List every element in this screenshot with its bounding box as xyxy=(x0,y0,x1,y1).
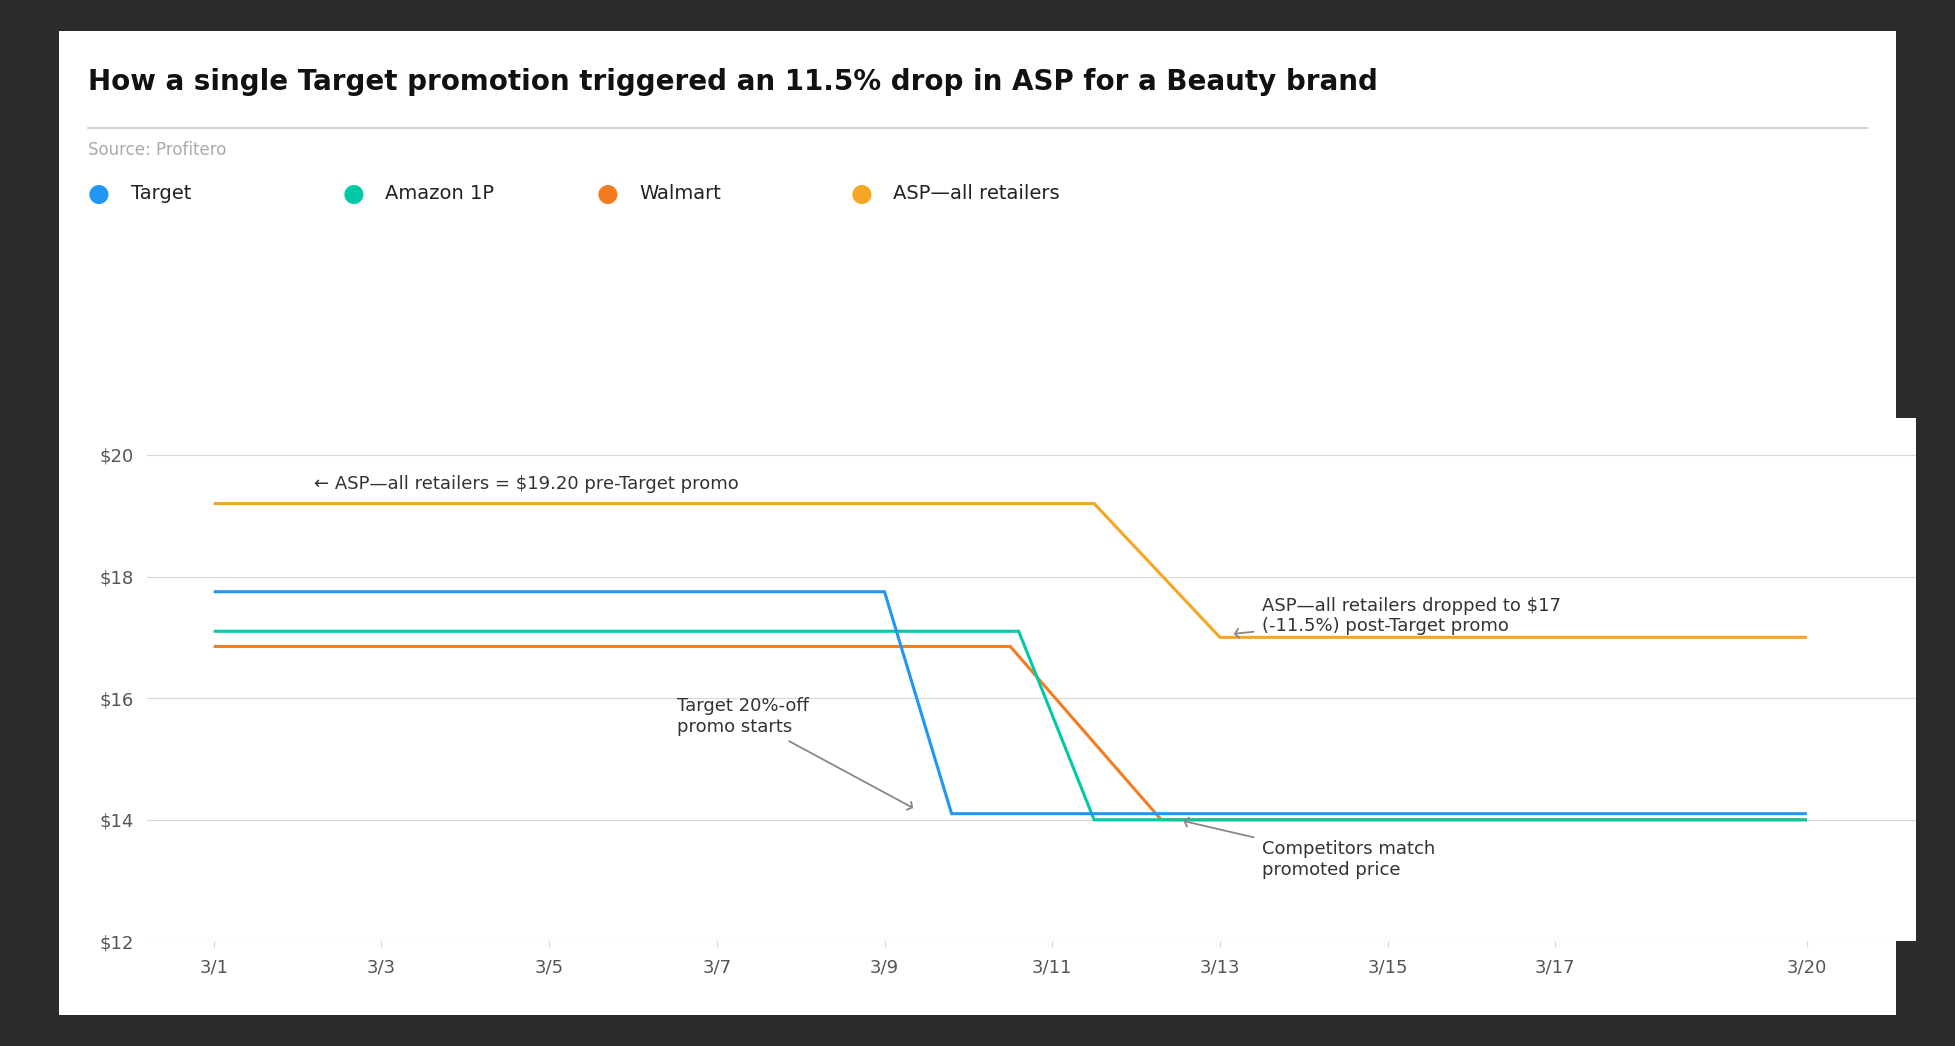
Text: ASP—all retailers: ASP—all retailers xyxy=(893,184,1060,203)
Text: ●: ● xyxy=(342,182,364,205)
Text: Source: Profitero: Source: Profitero xyxy=(88,141,227,159)
Text: ●: ● xyxy=(596,182,618,205)
Text: Competitors match
promoted price: Competitors match promoted price xyxy=(1185,818,1435,879)
Text: ●: ● xyxy=(850,182,872,205)
Text: Target 20%-off
promo starts: Target 20%-off promo starts xyxy=(676,697,913,810)
Text: Walmart: Walmart xyxy=(639,184,721,203)
Text: How a single Target promotion triggered an 11.5% drop in ASP for a Beauty brand: How a single Target promotion triggered … xyxy=(88,68,1378,96)
Text: ASP—all retailers dropped to $17
(-11.5%) post-Target promo: ASP—all retailers dropped to $17 (-11.5%… xyxy=(1236,596,1560,638)
Text: Amazon 1P: Amazon 1P xyxy=(385,184,495,203)
Text: ●: ● xyxy=(88,182,109,205)
Text: ← ASP—all retailers = $19.20 pre-Target promo: ← ASP—all retailers = $19.20 pre-Target … xyxy=(315,475,739,493)
Text: Target: Target xyxy=(131,184,192,203)
